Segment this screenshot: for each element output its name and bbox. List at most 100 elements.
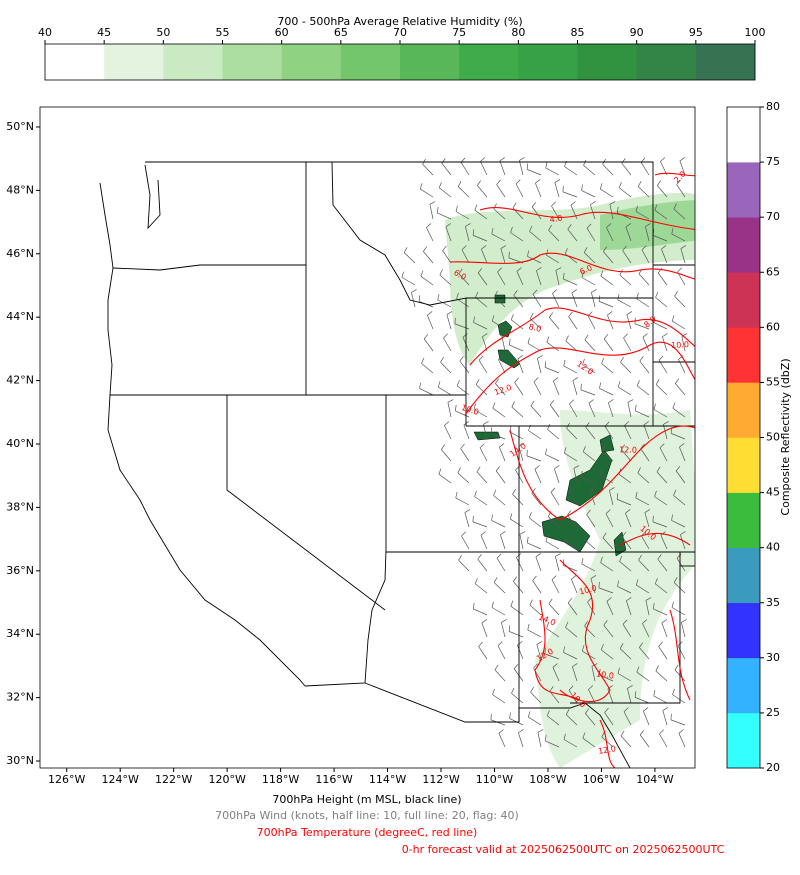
barb-tick bbox=[587, 597, 592, 603]
barb bbox=[618, 187, 632, 198]
barb bbox=[676, 184, 686, 198]
barb-tick bbox=[498, 355, 504, 360]
barb-tick bbox=[671, 315, 675, 322]
barb-tick bbox=[599, 183, 603, 190]
barb-tick bbox=[679, 157, 685, 162]
barb-tick bbox=[679, 443, 685, 448]
barb-tick bbox=[442, 245, 447, 251]
barb bbox=[680, 248, 686, 264]
barb-tick bbox=[637, 181, 642, 187]
barb bbox=[492, 320, 506, 330]
lon-label: 122°W bbox=[155, 773, 192, 786]
barb-tick bbox=[563, 447, 567, 454]
barb-tick bbox=[661, 245, 667, 250]
barb-tick bbox=[639, 729, 645, 736]
barb-tick bbox=[568, 311, 573, 317]
barb bbox=[659, 733, 668, 748]
barb-tick bbox=[599, 382, 601, 389]
barb-tick bbox=[602, 532, 607, 539]
contour-label: 10.0 bbox=[596, 669, 615, 680]
barb-tick bbox=[677, 267, 682, 273]
barb-tick bbox=[472, 602, 475, 609]
barb bbox=[654, 209, 668, 220]
barb bbox=[636, 385, 650, 396]
barb bbox=[534, 469, 542, 484]
barb bbox=[623, 337, 632, 352]
barb-tick bbox=[544, 361, 547, 368]
barb bbox=[580, 389, 596, 396]
state-boundaries bbox=[99, 161, 695, 768]
barb bbox=[582, 364, 596, 374]
barb-tick bbox=[437, 294, 440, 301]
barb-tick bbox=[512, 488, 516, 495]
barb bbox=[600, 562, 614, 572]
barb-tick bbox=[465, 223, 471, 227]
barb-tick bbox=[445, 223, 451, 228]
barb-tick bbox=[494, 290, 498, 297]
barb-tick bbox=[604, 421, 610, 427]
barb-tick bbox=[494, 664, 499, 671]
barb-tick bbox=[464, 509, 471, 513]
barb bbox=[463, 424, 470, 440]
barb-tick bbox=[680, 531, 686, 536]
barb-tick bbox=[562, 272, 565, 279]
barb bbox=[652, 521, 668, 528]
barb-tick bbox=[527, 250, 529, 257]
barb bbox=[464, 512, 470, 528]
tick-label: 75 bbox=[452, 26, 466, 39]
temperature-contours bbox=[449, 172, 695, 768]
barb-tick bbox=[491, 514, 493, 521]
barb-tick bbox=[436, 206, 439, 213]
barb bbox=[659, 447, 668, 462]
tick-label: 30 bbox=[766, 651, 780, 664]
barb bbox=[567, 515, 578, 528]
barb-tick bbox=[635, 492, 638, 499]
lon-label: 118°W bbox=[262, 773, 299, 786]
barb-tick bbox=[515, 179, 521, 185]
tick-label: 80 bbox=[511, 26, 525, 39]
barb-tick bbox=[675, 378, 680, 384]
map-frame bbox=[39, 106, 696, 769]
barb-tick bbox=[639, 356, 644, 362]
barb bbox=[549, 404, 560, 418]
barb-tick bbox=[565, 335, 569, 342]
lat-label: 40°N bbox=[6, 437, 34, 450]
barb-tick bbox=[501, 619, 507, 623]
contour-label: 12.0 bbox=[619, 445, 637, 455]
barb bbox=[591, 666, 596, 682]
barb bbox=[643, 424, 650, 440]
barb bbox=[670, 719, 686, 726]
barb bbox=[607, 314, 614, 330]
barb-tick bbox=[510, 314, 514, 320]
barb bbox=[670, 433, 686, 440]
barb-tick bbox=[608, 399, 614, 404]
barb bbox=[624, 425, 632, 440]
barb bbox=[582, 451, 596, 462]
barb bbox=[603, 338, 614, 352]
barb-tick bbox=[645, 597, 652, 601]
barb-tick bbox=[500, 245, 507, 249]
barb bbox=[545, 541, 560, 550]
tick-label: 50 bbox=[766, 431, 780, 444]
contour-label: 4.0 bbox=[549, 214, 563, 225]
barb bbox=[626, 600, 632, 616]
barb-tick bbox=[620, 356, 624, 363]
barb-tick bbox=[511, 401, 515, 408]
barb bbox=[572, 666, 578, 682]
barb bbox=[564, 166, 578, 176]
barb bbox=[441, 162, 452, 176]
barb-tick bbox=[562, 559, 565, 566]
barb bbox=[653, 322, 668, 330]
barb bbox=[603, 251, 614, 264]
caption: 0-hr forecast valid at 2025062500UTC on … bbox=[402, 843, 725, 856]
barb-tick bbox=[617, 294, 620, 301]
barb-tick bbox=[456, 292, 459, 299]
barb bbox=[460, 162, 470, 176]
barb bbox=[493, 582, 506, 594]
barb-tick bbox=[462, 333, 468, 338]
barb bbox=[598, 301, 614, 308]
barb bbox=[461, 535, 470, 550]
barb-tick bbox=[603, 333, 609, 340]
barb bbox=[602, 163, 614, 176]
